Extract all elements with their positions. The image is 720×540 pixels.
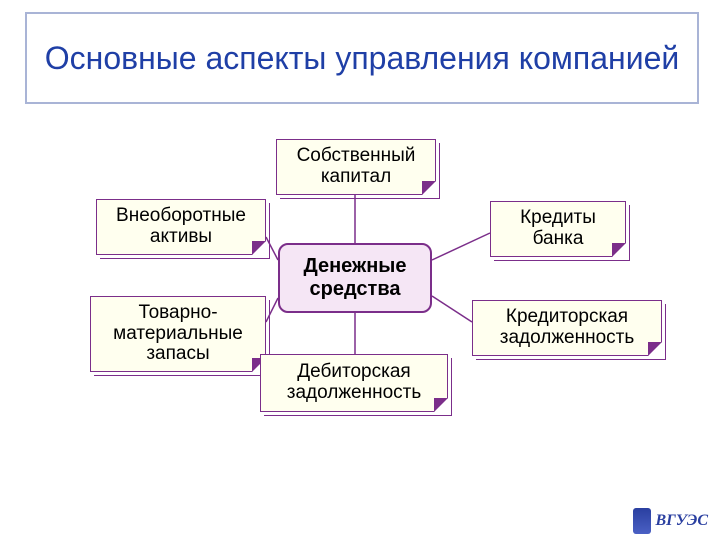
- fold-corner-icon: [422, 181, 436, 195]
- fold-corner-icon: [434, 398, 448, 412]
- fold-corner-icon: [648, 342, 662, 356]
- logo-mark-icon: [633, 508, 651, 534]
- center-node-label: Денежные средства: [303, 255, 406, 301]
- fold-corner-icon: [252, 241, 266, 255]
- logo: ВГУЭС: [633, 508, 708, 534]
- page-title: Основные аспекты управления компанией: [45, 40, 679, 77]
- logo-text: ВГУЭС: [655, 512, 708, 530]
- note-label: Товарно- материальные запасы: [113, 303, 243, 366]
- connector-line: [432, 233, 490, 260]
- note-receivables: Дебиторская задолженность: [260, 354, 448, 412]
- fold-corner-icon: [612, 243, 626, 257]
- note-label: Дебиторская задолженность: [287, 362, 422, 404]
- center-node: Денежные средства: [278, 243, 432, 313]
- connector-line: [432, 296, 472, 322]
- title-box: Основные аспекты управления компанией: [25, 12, 699, 104]
- note-label: Внеоборотные активы: [116, 206, 246, 248]
- note-inventory: Товарно- материальные запасы: [90, 296, 266, 372]
- note-payables: Кредиторская задолженность: [472, 300, 662, 356]
- note-noncurrent: Внеоборотные активы: [96, 199, 266, 255]
- note-bankloans: Кредиты банка: [490, 201, 626, 257]
- slide: Основные аспекты управления компанией Де…: [0, 0, 720, 540]
- note-label: Кредиты банка: [520, 208, 596, 250]
- note-label: Кредиторская задолженность: [500, 307, 635, 349]
- note-label: Собственный капитал: [297, 146, 416, 188]
- note-equity: Собственный капитал: [276, 139, 436, 195]
